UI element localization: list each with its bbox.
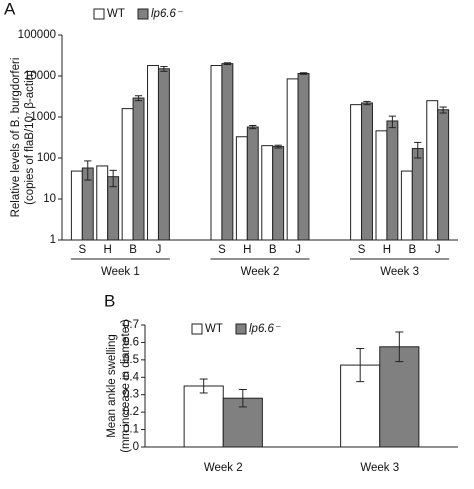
bar [157,68,170,241]
x-tick-label: B [269,244,277,256]
error-bar [84,160,92,181]
error-bar [249,125,257,130]
y-tick-label: 0.2 [123,406,139,418]
x-tick-label: B [129,244,137,256]
bar [246,126,259,241]
bar [361,102,373,241]
bar [132,97,145,241]
x-tick-label: J [435,244,441,256]
bar [297,73,310,241]
error-bar [395,331,404,363]
error-bar [199,378,208,394]
x-tick-label: S [78,244,86,256]
y-tick-label: 0.5 [123,354,139,366]
y-tick-label: 0 [133,441,139,453]
x-tick-label: J [295,244,301,256]
bar [411,148,424,241]
x-tick-label: H [243,244,251,256]
error-bar [238,388,247,408]
bar [286,78,299,241]
panel-label: B [104,291,115,310]
bar [96,165,109,241]
error-bar [134,95,143,102]
bar [221,63,234,241]
legend-label: WT [205,323,223,335]
legend-label: lp6.6⁻ [249,323,281,335]
x-tick-label: S [218,244,226,256]
bar [375,130,388,241]
bar [272,146,285,241]
x-tick-label: S [358,244,366,256]
legend-label: lp6.6⁻ [151,8,183,20]
group-label: Week 1 [101,266,140,278]
legend-swatch [235,323,247,335]
y-tick-label: 10000 [24,70,56,82]
x-tick-label: Week 3 [360,462,399,474]
bar [386,120,399,241]
legend-swatch [137,8,149,20]
bar [261,145,274,241]
y-tick-label: 100 [37,152,56,164]
bar [183,385,224,448]
x-tick-label: J [156,244,162,256]
y-axis-label: Relative levels of B. burgdorferi [10,58,22,218]
bar [235,136,248,241]
x-tick-label: Week 2 [204,462,243,474]
y-tick-label: 0.1 [123,424,139,436]
error-bar [439,106,447,114]
bar [147,65,159,241]
error-bar [109,169,117,188]
error-bar [363,100,371,106]
y-tick-label: 0.3 [123,389,139,401]
x-tick-label: H [104,244,112,256]
error-bar [299,72,308,75]
bar [426,100,439,241]
y-axis-label: (mm increase in diameter) [120,319,132,453]
y-tick-label: 1000 [30,111,56,123]
error-bar [223,62,232,66]
y-tick-label: 100000 [18,29,56,41]
y-tick-label: 0.7 [123,319,139,331]
bar [121,108,134,241]
error-bar [356,348,365,383]
x-tick-label: H [383,244,391,256]
error-bar [414,141,422,159]
y-tick-label: 0.6 [123,336,139,348]
legend-swatch [191,323,203,335]
error-bar [388,115,397,129]
bar [437,109,450,241]
bar [210,65,223,241]
y-axis-label: Mean ankle swelling [106,334,118,438]
group-label: Week 2 [241,266,280,278]
y-tick-label: 10 [43,193,56,205]
y-tick-label: 0.4 [123,371,140,383]
x-tick-label: B [408,244,416,256]
legend-label: WT [107,8,125,20]
bar [70,170,83,241]
bar [350,104,363,241]
group-label: Week 3 [380,266,419,278]
y-tick-label: 1 [50,234,56,246]
bar [400,170,413,241]
error-bar [160,66,168,72]
error-bar [274,144,282,149]
panel-label: A [4,0,16,18]
legend-swatch [93,8,105,20]
y-axis-label: (copies of flaB/10⁷ β-actin) [24,70,36,205]
